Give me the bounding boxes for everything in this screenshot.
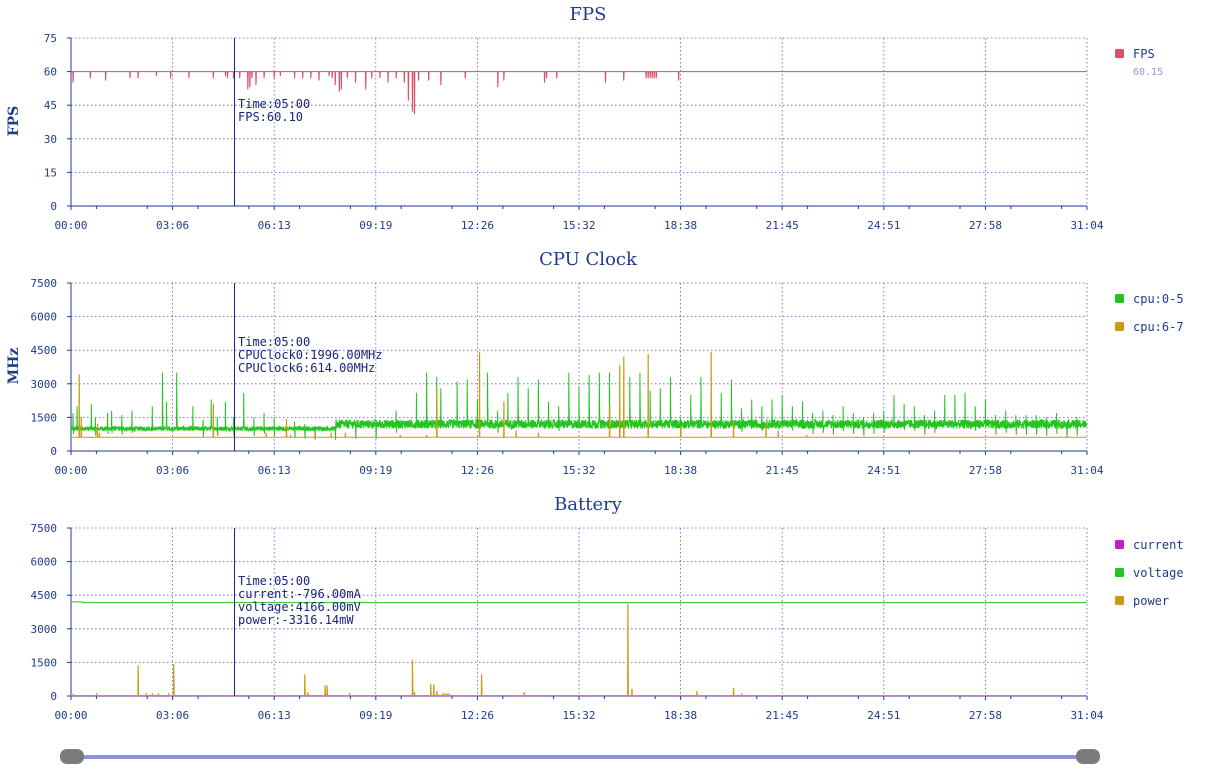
x-tick-label: 31:04 [1070,709,1103,722]
legend-label-fps: FPS [1133,47,1155,61]
y-tick-label: 6000 [31,556,58,569]
y-axis-label-cpu: MHz [6,348,22,385]
chart-title-cpu: CPU Clock [539,249,638,270]
chart-title-fps: FPS [570,4,607,25]
x-tick-label: 27:58 [969,709,1002,722]
x-tick-label: 18:38 [664,219,697,232]
legend-swatch-voltage [1115,568,1124,577]
time-range-slider-end-handle[interactable] [1076,749,1100,764]
tooltip-cpu-line-1: CPUClock0:1996.00MHz [238,348,383,362]
legend-cpu: cpu:0-5 cpu:6-7 [1115,292,1184,334]
y-tick-label: 7500 [31,522,58,535]
x-tick-label: 09:19 [359,709,392,722]
y-tick-label: 60 [44,66,57,79]
series-line-voltage [71,601,1087,604]
y-tick-label: 4500 [31,344,58,357]
chart-title-battery: Battery [554,494,623,515]
legend-label-power: power [1133,594,1169,608]
x-tick-label: 15:32 [562,464,595,477]
x-tick-label: 06:13 [258,709,291,722]
series-line-cpu-6-7 [71,351,1087,439]
legend-swatch-cpu0-5 [1115,294,1124,303]
legend-swatch-fps [1115,49,1124,58]
series-line-FPS [71,71,1087,115]
y-tick-label: 0 [50,690,57,703]
tooltip-cpu: Time:05:00 CPUClock0:1996.00MHz CPUClock… [238,335,383,375]
x-tick-label: 12:26 [461,709,494,722]
plot-area-battery: 7500 6000 4500 3000 1500 0 00:00 03:06 06:13 09:1… [31,522,1104,722]
legend-label-voltage: voltage [1133,566,1184,580]
x-tick-label: 24:51 [867,464,900,477]
series-line-cpu-0-5 [70,372,1088,440]
x-tick-label: 12:26 [461,464,494,477]
tooltip-battery-line-0: Time:05:00 [238,574,310,588]
legend-value-fps: 60.15 [1133,67,1163,78]
x-tick-label: 00:00 [54,709,87,722]
y-tick-label: 1500 [31,411,58,424]
y-tick-label: 4500 [31,589,58,602]
legend-swatch-current [1115,540,1124,549]
tooltip-battery: Time:05:00 current:-796.00mA voltage:416… [238,574,362,627]
y-tick-label: 1500 [31,656,58,669]
y-tick-label: 3000 [31,378,58,391]
y-tick-label: 45 [44,99,57,112]
x-tick-label: 03:06 [156,464,189,477]
time-range-slider-start-handle[interactable] [60,749,84,764]
tooltip-battery-line-3: power:-3316.14mW [238,613,354,627]
legend-label-current: current [1133,538,1184,552]
tooltip-battery-line-2: voltage:4166.00mV [238,600,361,614]
y-tick-label: 3000 [31,623,58,636]
y-tick-label: 7500 [31,277,58,290]
x-tick-label: 03:06 [156,219,189,232]
x-tick-label: 27:58 [969,464,1002,477]
x-tick-label: 03:06 [156,709,189,722]
x-tick-label: 18:38 [664,464,697,477]
x-tick-label: 24:51 [867,709,900,722]
legend-swatch-cpu6-7 [1115,322,1124,331]
tooltip-cpu-line-0: Time:05:00 [238,335,310,349]
x-tick-label: 00:00 [54,464,87,477]
y-tick-label: 0 [50,445,57,458]
x-tick-label: 24:51 [867,219,900,232]
legend-swatch-power [1115,596,1124,605]
time-range-slider-track[interactable] [70,755,1090,759]
x-tick-label: 27:58 [969,219,1002,232]
x-tick-label: 21:45 [766,219,799,232]
x-tick-label: 15:32 [562,709,595,722]
x-tick-label: 09:19 [359,219,392,232]
y-axis-label-fps: FPS [6,106,22,137]
plot-area-cpu: 7500 6000 4500 3000 1500 0 00:00 03:06 06:13 09:1… [31,277,1104,477]
x-tick-label: 18:38 [664,709,697,722]
x-tick-label: 31:04 [1070,219,1103,232]
y-tick-label: 75 [44,32,57,45]
y-tick-label: 0 [50,200,57,213]
tooltip-cpu-line-2: CPUClock6:614.00MHz [238,361,375,375]
x-tick-label: 21:45 [766,464,799,477]
x-tick-label: 00:00 [54,219,87,232]
tooltip-fps: Time:05:00 FPS:60.10 [238,97,310,124]
tooltip-battery-line-1: current:-796.00mA [238,587,362,601]
legend-label-cpu6-7: cpu:6-7 [1133,320,1184,334]
x-tick-label: 21:45 [766,709,799,722]
legend-battery: current voltage power [1115,538,1184,608]
y-tick-label: 6000 [31,311,58,324]
x-tick-label: 09:19 [359,464,392,477]
tooltip-fps-line-1: FPS:60.10 [238,110,303,124]
legend-fps: FPS 60.15 [1115,47,1163,78]
x-tick-label: 15:32 [562,219,595,232]
tooltip-fps-line-0: Time:05:00 [238,97,310,111]
y-tick-label: 15 [44,166,57,179]
x-tick-label: 31:04 [1070,464,1103,477]
plot-area-fps: 75 60 45 30 15 0 00:00 03:06 06:13 09:19 12:26 15:3… [44,32,1104,232]
y-tick-label: 30 [44,133,57,146]
x-tick-label: 06:13 [258,219,291,232]
legend-label-cpu0-5: cpu:0-5 [1133,292,1184,306]
x-tick-label: 12:26 [461,219,494,232]
series-line-power [71,603,1087,697]
x-tick-label: 06:13 [258,464,291,477]
